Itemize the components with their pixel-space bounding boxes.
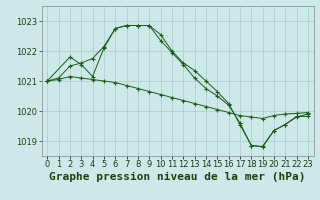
X-axis label: Graphe pression niveau de la mer (hPa): Graphe pression niveau de la mer (hPa) bbox=[49, 172, 306, 182]
